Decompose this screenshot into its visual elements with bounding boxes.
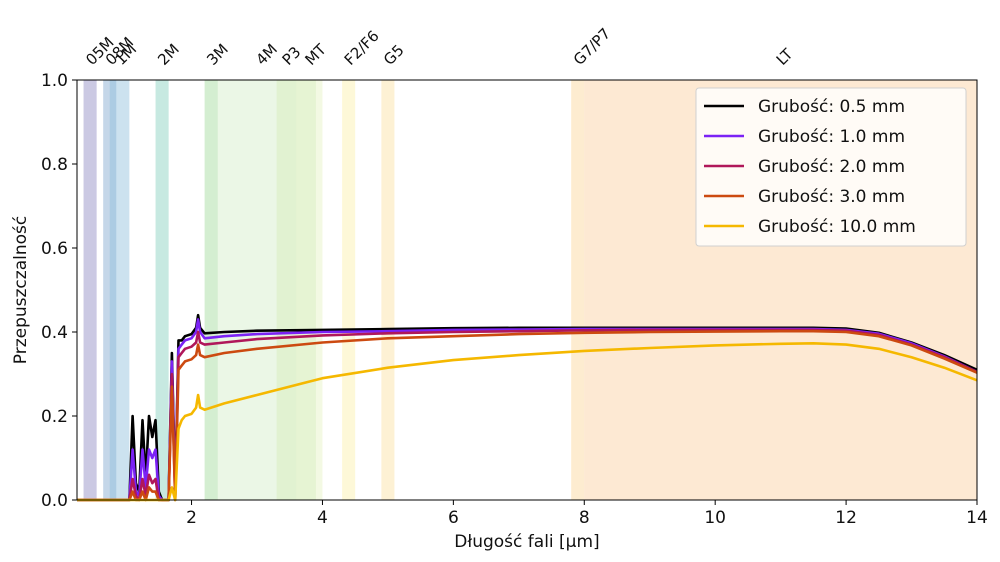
band-p3 <box>276 80 297 500</box>
band-g5 <box>381 80 395 500</box>
band-1m <box>109 80 130 500</box>
y-tick-label: 0.2 <box>41 407 68 427</box>
x-axis-label: Długość fali [µm] <box>454 532 599 552</box>
band-label: G7/P7 <box>570 24 614 68</box>
legend-entry: Grubość: 3.0 mm <box>758 187 905 207</box>
x-tick-label: 14 <box>966 508 988 528</box>
x-tick-label: 8 <box>579 508 590 528</box>
x-tick-label: 4 <box>317 508 328 528</box>
legend-box <box>695 87 967 247</box>
x-tick-label: 6 <box>448 508 459 528</box>
band-label: F2/F6 <box>341 27 383 69</box>
legend-entry: Grubość: 1.0 mm <box>758 127 905 147</box>
band-g7-p7 <box>571 80 585 500</box>
band-label: 3M <box>203 40 232 69</box>
legend: Grubość: 0.5 mm Grubość: 1.0 mm Grubość: 2… <box>695 87 967 247</box>
band-3m <box>204 80 218 500</box>
band-label: 2M <box>154 40 183 69</box>
x-axis-ticks: 2 4 6 8 10 12 14 <box>186 500 988 528</box>
x-tick-label: 10 <box>704 508 726 528</box>
series-line-3 <box>77 328 978 502</box>
band-f2-f6 <box>342 80 356 500</box>
y-axis-label: Przepuszczalność <box>11 216 31 364</box>
y-tick-label: 0.8 <box>41 155 68 175</box>
band-08m <box>103 80 117 500</box>
band-mt <box>296 80 323 500</box>
y-axis-ticks: 0.0 0.2 0.4 0.6 0.8 1.0 <box>41 71 77 511</box>
legend-entry: Grubość: 2.0 mm <box>758 157 905 177</box>
y-tick-label: 1.0 <box>41 71 68 91</box>
band-label: LT <box>773 45 797 69</box>
band-4m <box>204 80 316 500</box>
plot-frame <box>76 79 978 501</box>
x-tick-label: 2 <box>186 508 197 528</box>
y-tick-label: 0.0 <box>41 491 68 511</box>
series-line-4 <box>77 329 978 502</box>
y-tick-label: 0.6 <box>41 239 68 259</box>
legend-entry: Grubość: 10.0 mm <box>758 217 916 237</box>
band-label: 4M <box>252 40 281 69</box>
band-label: G5 <box>380 41 408 69</box>
series-line-1 <box>77 313 978 502</box>
band-label: MT <box>301 40 330 69</box>
y-tick-label: 0.4 <box>41 323 68 343</box>
band-2m <box>155 80 169 500</box>
band-05m <box>83 80 97 500</box>
x-tick-label: 12 <box>835 508 857 528</box>
legend-entry: Grubość: 0.5 mm <box>758 97 905 117</box>
